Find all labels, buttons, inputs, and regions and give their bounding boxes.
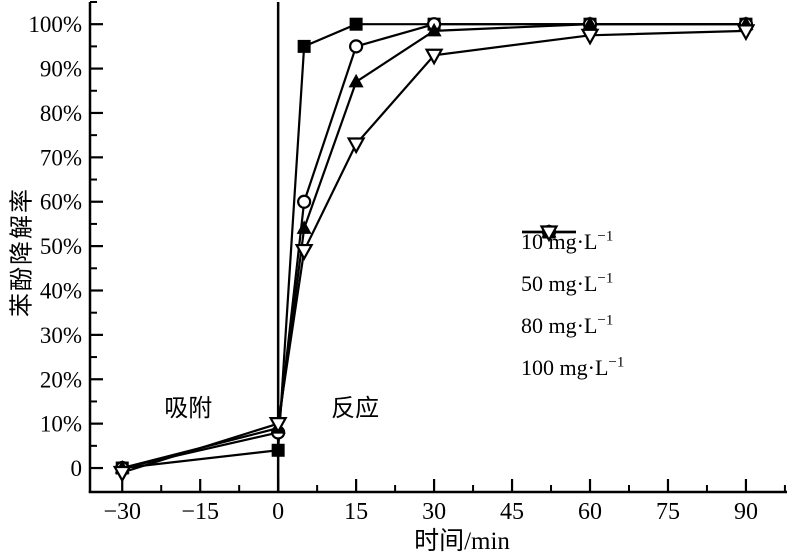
axes xyxy=(88,2,787,494)
y-tick-label: 30% xyxy=(40,323,82,348)
series-markers-3 xyxy=(112,24,756,483)
x-tick-label: 0 xyxy=(272,499,284,525)
y-tick-label: 80% xyxy=(40,101,82,126)
x-axis-title: 时间/min xyxy=(414,527,510,555)
legend-entry: 100 mg·L−1 xyxy=(521,225,625,389)
series-line-3 xyxy=(121,29,746,474)
y-tick-label: 60% xyxy=(40,190,82,215)
annotation-text: 吸附 xyxy=(164,395,212,422)
x-tick-label: 15 xyxy=(344,499,368,525)
x-tick-label: 60 xyxy=(578,499,602,525)
legend-entry: 50 mg·L−1 xyxy=(521,224,624,305)
legend-entry: 80 mg·L−1 xyxy=(521,224,624,347)
y-axis-title: 苯酚降解率 xyxy=(9,187,36,317)
x-tick-label: 45 xyxy=(500,499,524,525)
y-tick-label: 50% xyxy=(40,234,82,259)
legend-label: 10 mg·L−1 xyxy=(521,228,614,254)
series-line-0 xyxy=(122,23,746,470)
annotation-text: 反应 xyxy=(331,395,379,422)
annotation: 反应 xyxy=(331,395,379,422)
x-tick-label: 90 xyxy=(734,499,758,525)
series-line-2 xyxy=(121,23,746,470)
x-tick-label: 30 xyxy=(422,499,446,525)
legend-marker-icon-open-triangle-down xyxy=(522,225,576,243)
x-axis: −30 −15 0 15 30 45 60 75 90 时间/min xyxy=(103,479,786,555)
series-line-1 xyxy=(121,23,746,470)
y-axis: 0 10% 20% 30% 40% 50% 60% 70% 80% 90% 100% xyxy=(28,1,103,481)
legend-label: 100 mg·L−1 xyxy=(521,354,625,380)
legend-label: 50 mg·L−1 xyxy=(521,270,614,296)
legend-label: 80 mg·L−1 xyxy=(521,312,614,338)
x-tick-label: −15 xyxy=(181,499,219,525)
annotation: 吸附 xyxy=(164,395,212,422)
x-tick-label: −30 xyxy=(103,499,141,525)
y-tick-label: 20% xyxy=(40,367,82,392)
y-tick-label: 0 xyxy=(71,456,83,481)
y-tick-label: 100% xyxy=(28,12,82,37)
x-tick-label: 75 xyxy=(656,499,680,525)
y-tick-label: 40% xyxy=(40,278,82,303)
legend: 10 mg·L−1 50 mg·L−1 80 mg·L−1 100 mg·L−1 xyxy=(521,221,624,389)
y-tick-label: 10% xyxy=(40,412,82,437)
y-tick-label: 70% xyxy=(40,145,82,170)
y-tick-label: 90% xyxy=(40,57,82,82)
